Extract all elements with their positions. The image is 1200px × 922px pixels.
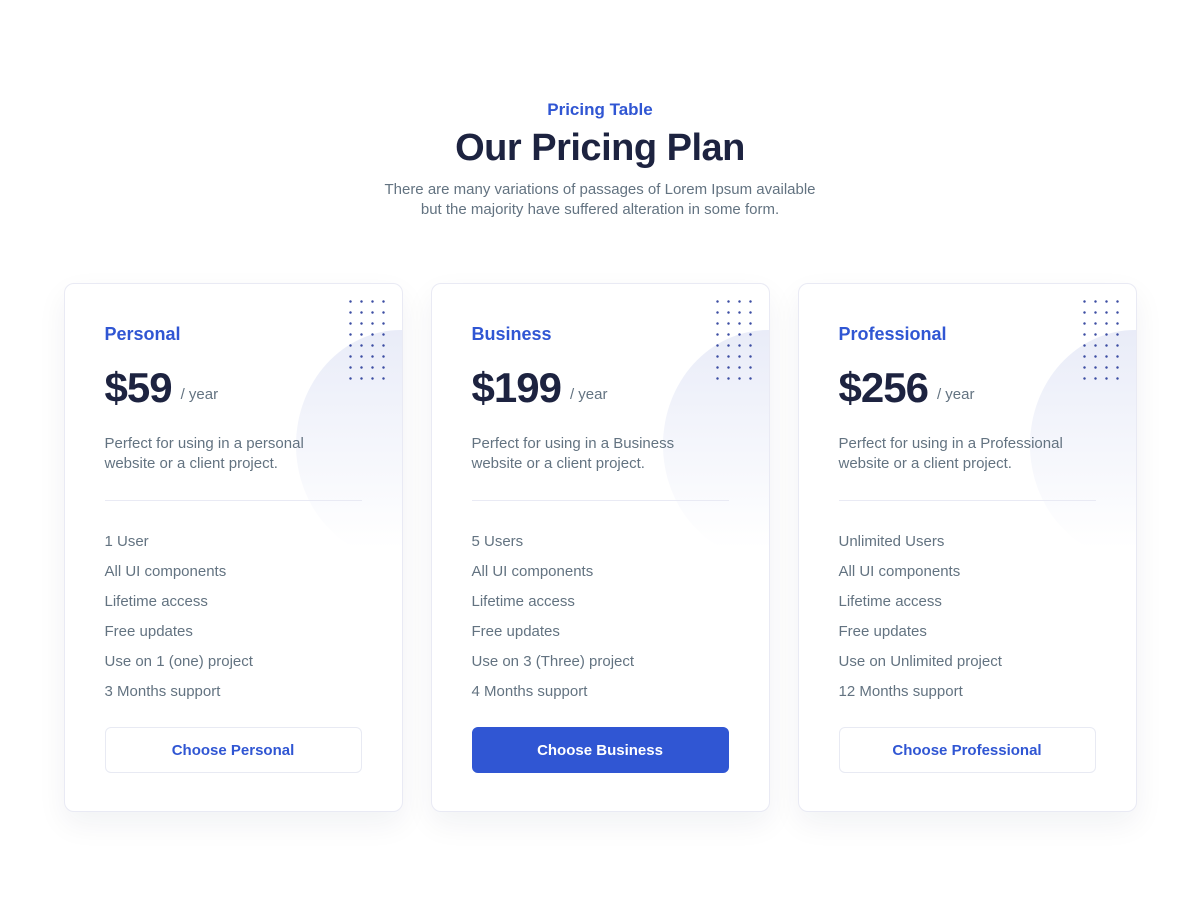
plan-description: Perfect for using in a Professional webs… [838,435,1063,472]
eyebrow-label: Pricing Table [547,100,653,119]
feature-item: Lifetime access [838,593,942,610]
pricing-card-personal: Personal $59 / year Perfect for using in… [63,283,403,812]
feature-item: 3 Months support [104,683,221,700]
plan-period: / year [936,386,975,403]
feature-item: Use on Unlimited project [838,653,1002,670]
feature-list: 1 User All UI components Lifetime access… [105,527,362,707]
card-content: Personal $59 / year Perfect for using in… [104,324,362,773]
feature-item: 12 Months support [838,683,963,700]
price-row: $59 / year [105,366,362,410]
dots-pattern-decoration [711,296,756,384]
plan-period: / year [569,386,608,403]
plan-name: Business [471,324,552,344]
choose-personal-button[interactable]: Choose Personal [104,727,362,773]
choose-professional-button[interactable]: Choose Professional [838,727,1096,773]
feature-list: 5 Users All UI components Lifetime acces… [472,527,729,707]
plan-name: Personal [104,324,181,344]
feature-item: All UI components [838,563,961,580]
plan-period: / year [180,386,219,403]
feature-item: Lifetime access [471,593,575,610]
dots-pattern-decoration [344,296,389,384]
feature-item: 4 Months support [471,683,588,700]
feature-item: Use on 3 (Three) project [471,653,635,670]
page-description: There are many variations of passages of… [0,180,1200,220]
feature-item: Use on 1 (one) project [104,653,253,670]
dots-pattern-decoration [1078,296,1123,384]
plan-name: Professional [838,324,947,344]
plan-price: $199 [471,364,562,411]
card-content: Business $199 / year Perfect for using i… [471,324,729,773]
feature-item: 1 User [104,533,149,550]
feature-item: 5 Users [471,533,524,550]
page-description-line-1: There are many variations of passages of… [384,181,816,198]
page-title: Our Pricing Plan [455,127,745,169]
feature-item: All UI components [104,563,227,580]
pricing-card-business: Business $199 / year Perfect for using i… [430,283,770,812]
pricing-cards-row: Personal $59 / year Perfect for using in… [0,283,1200,812]
feature-item: Free updates [838,623,927,640]
card-content: Professional $256 / year Perfect for usi… [838,324,1096,773]
feature-item: Free updates [471,623,560,640]
pricing-header: Pricing Table Our Pricing Plan There are… [0,0,1200,220]
plan-description: Perfect for using in a personal website … [104,435,304,472]
plan-price: $256 [838,364,929,411]
divider [104,500,362,501]
pricing-card-professional: Professional $256 / year Perfect for usi… [797,283,1137,812]
feature-item: Lifetime access [104,593,208,610]
feature-item: Free updates [104,623,193,640]
feature-item: Unlimited Users [838,533,945,550]
divider [838,500,1096,501]
divider [471,500,729,501]
price-row: $199 / year [472,366,729,410]
plan-price: $59 [104,364,173,411]
price-row: $256 / year [839,366,1096,410]
plan-description: Perfect for using in a Business website … [471,435,675,472]
feature-item: All UI components [471,563,594,580]
feature-list: Unlimited Users All UI components Lifeti… [839,527,1096,707]
page-description-line-2: but the majority have suffered alteratio… [420,201,780,218]
choose-business-button[interactable]: Choose Business [471,727,729,773]
